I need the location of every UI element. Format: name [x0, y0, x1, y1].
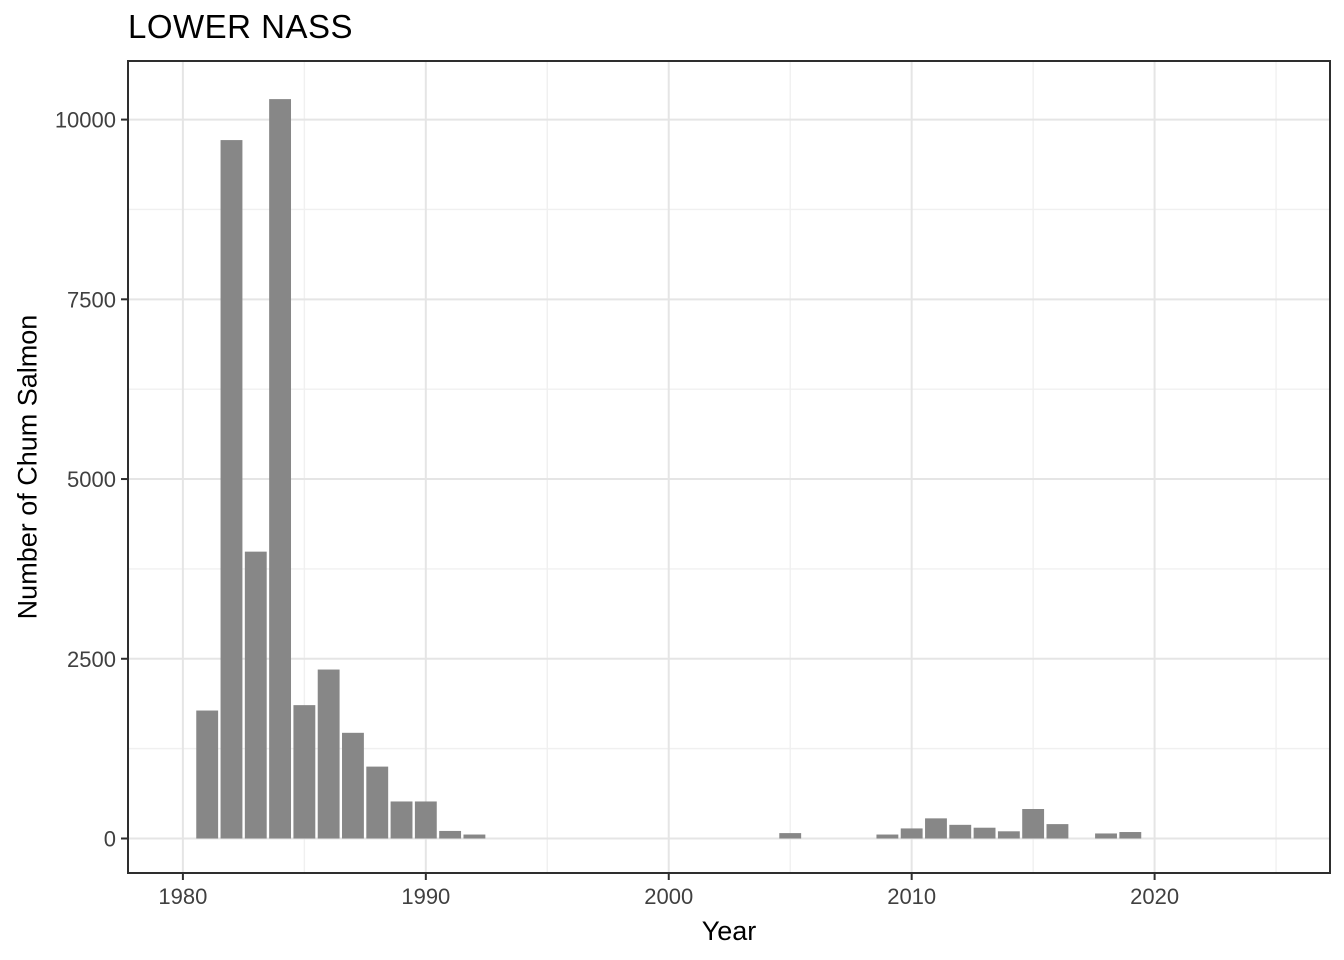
- bar-2018: [1095, 833, 1117, 839]
- bar-1987: [342, 732, 364, 839]
- bar-2009: [876, 834, 899, 839]
- bar-2005: [779, 833, 802, 839]
- x-tick-label: 2020: [1130, 884, 1179, 909]
- bar-1984: [269, 99, 292, 839]
- y-tick-label: 5000: [67, 467, 116, 492]
- y-tick-label: 10000: [55, 108, 116, 133]
- x-tick-label: 2000: [644, 884, 693, 909]
- bar-1990: [414, 801, 437, 839]
- y-axis-title: Number of Chum Salmon: [12, 314, 43, 620]
- bar-2014: [997, 831, 1020, 839]
- bar-2015: [1022, 809, 1045, 839]
- bar-2010: [900, 828, 923, 839]
- bar-2016: [1046, 824, 1069, 839]
- bar-2013: [973, 827, 996, 839]
- y-tick-label: 7500: [67, 287, 116, 312]
- bar-1985: [293, 705, 316, 839]
- bar-1981: [196, 710, 219, 839]
- x-tick-label: 2010: [887, 884, 936, 909]
- chart-title: LOWER NASS: [128, 8, 354, 45]
- bar-1986: [317, 669, 340, 839]
- bar-1992: [463, 834, 486, 839]
- bar-1989: [390, 801, 413, 839]
- bar-1988: [366, 766, 389, 839]
- bar-2012: [949, 824, 972, 839]
- x-tick-label: 1990: [401, 884, 450, 909]
- bar-2019: [1119, 832, 1142, 839]
- x-tick-label: 1980: [158, 884, 207, 909]
- panel-border: [127, 60, 1331, 874]
- bar-1991: [439, 830, 462, 839]
- y-tick-label: 0: [104, 826, 116, 851]
- bar-1983: [244, 551, 267, 839]
- y-tick-label: 2500: [67, 647, 116, 672]
- bar-1982: [220, 140, 243, 839]
- bar-2011: [925, 818, 947, 839]
- x-axis-title: Year: [701, 916, 757, 946]
